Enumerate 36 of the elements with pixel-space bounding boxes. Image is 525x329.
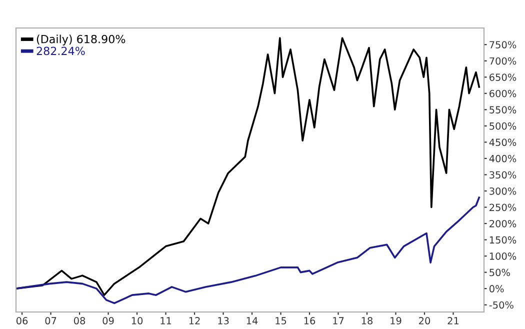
x-tick-label: 08 <box>74 317 86 324</box>
y-tick-label: 400% <box>489 154 516 162</box>
y-tick-label: -50% <box>489 301 514 309</box>
y-tick-label: 250% <box>490 204 516 212</box>
x-tick-label: 06 <box>16 317 28 324</box>
x-tick-label: 17 <box>333 317 344 324</box>
y-tick-label: 500% <box>490 122 516 130</box>
y-tick-label: 350% <box>490 171 516 179</box>
y-tick-label: 50% <box>490 268 510 276</box>
x-tick-label: 19 <box>390 317 402 324</box>
x-tick-label: 07 <box>45 317 56 324</box>
line-series <box>16 196 480 304</box>
x-tick-label: 21 <box>448 317 459 324</box>
y-tick-label: 200% <box>490 220 516 228</box>
y-tick-label: 550% <box>490 106 516 114</box>
legend-label: 282.24% <box>36 46 85 56</box>
y-tick-label: 600% <box>490 90 516 98</box>
x-tick-label: 20 <box>419 317 430 324</box>
y-tick-label: 300% <box>490 187 516 195</box>
y-tick-label: 100% <box>490 252 516 260</box>
x-tick-label: 14 <box>246 317 258 324</box>
x-tick-label: 09 <box>102 317 114 324</box>
x-tick-label: 15 <box>276 317 286 324</box>
y-tick-label: 750% <box>490 41 516 48</box>
x-tick-label: 18 <box>362 317 373 324</box>
legend-label: (Daily) 618.90% <box>36 34 126 46</box>
x-tick-label: 10 <box>132 317 143 324</box>
y-tick-label: 0% <box>490 285 504 292</box>
y-tick-label: 650% <box>490 74 516 81</box>
y-tick-label: 150% <box>490 236 516 244</box>
y-tick-label: 450% <box>489 138 516 146</box>
y-tick-label: 700% <box>490 57 516 65</box>
x-tick-label: 11 <box>160 317 172 324</box>
x-tick-label: 16 <box>304 317 316 324</box>
x-tick-label: 12 <box>189 317 200 324</box>
x-tick-label: 13 <box>218 317 229 324</box>
